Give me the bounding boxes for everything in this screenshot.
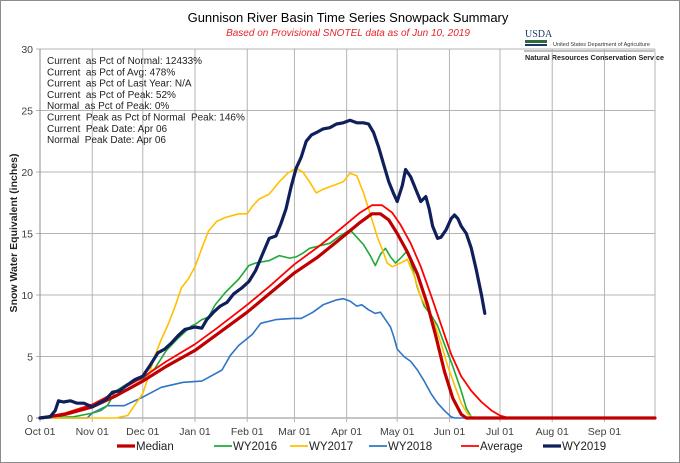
legend: Median WY2016 WY2017 WY2018 Average WY2019 bbox=[117, 441, 606, 453]
x-tick-label: Jan 01 bbox=[179, 426, 211, 438]
x-tick-label: Aug 01 bbox=[536, 426, 569, 438]
y-tick-label: 5 bbox=[27, 352, 33, 364]
info-annotations: Current as Pct of Normal: 12433%Current … bbox=[47, 56, 245, 146]
info-annotation-line: Current as Pct of Avg: 478% bbox=[47, 67, 175, 78]
x-tick-label: Mar 01 bbox=[278, 426, 311, 438]
nrcs-service-name: Natural Resources Conservation Service bbox=[525, 53, 664, 62]
info-annotation-line: Current as Pct of Last Year: N/A bbox=[47, 79, 192, 90]
y-tick-label: 30 bbox=[21, 44, 33, 56]
info-annotation-line: Normal as Pct of Peak: 0% bbox=[47, 101, 169, 112]
x-tick-label: Oct 01 bbox=[25, 426, 56, 438]
y-axis-ticks: 0 5 10 15 20 25 30 bbox=[21, 44, 33, 425]
y-tick-label: 0 bbox=[27, 413, 33, 425]
usda-logo-field-mark bbox=[525, 40, 547, 43]
series-lines bbox=[38, 118, 657, 420]
info-annotation-line: Current as Pct of Peak: 52% bbox=[47, 90, 176, 101]
series-line-average bbox=[39, 204, 656, 419]
series-line-wy2018 bbox=[39, 297, 656, 419]
x-tick-label: Jun 01 bbox=[434, 426, 466, 438]
y-tick-label: 20 bbox=[21, 167, 33, 179]
y-tick-label: 15 bbox=[21, 229, 33, 241]
legend-label-average: Average bbox=[480, 441, 523, 453]
legend-label-wy2017: WY2017 bbox=[309, 441, 353, 453]
series-line-median bbox=[38, 212, 657, 420]
x-tick-label: Feb 01 bbox=[231, 426, 264, 438]
legend-label-median: Median bbox=[136, 441, 174, 453]
legend-label-wy2016: WY2016 bbox=[233, 441, 277, 453]
x-tick-label: Dec 01 bbox=[126, 426, 159, 438]
plot-grid bbox=[36, 48, 656, 422]
usda-department-name: United States Department of Agriculture bbox=[553, 42, 650, 48]
info-annotation-line: Current Peak as Pct of Normal Peak: 146% bbox=[47, 113, 245, 124]
x-tick-label: Sep 01 bbox=[588, 426, 621, 438]
x-tick-label: May 01 bbox=[380, 426, 415, 438]
legend-label-wy2018: WY2018 bbox=[388, 441, 432, 453]
chart-title: Gunnison River Basin Time Series Snowpac… bbox=[188, 10, 509, 25]
info-annotation-line: Normal Peak Date: Apr 06 bbox=[47, 135, 166, 146]
legend-label-wy2019: WY2019 bbox=[562, 441, 606, 453]
usda-logo-field-mark-lower bbox=[525, 44, 547, 46]
usda-logo: USDA United States Department of Agricul… bbox=[524, 29, 664, 62]
x-tick-label: Apr 01 bbox=[331, 426, 362, 438]
info-annotation-line: Current Peak Date: Apr 06 bbox=[47, 124, 168, 135]
info-annotation-line: Current as Pct of Normal: 12433% bbox=[47, 56, 202, 67]
x-tick-label: Nov 01 bbox=[76, 426, 109, 438]
usda-logo-text: USDA bbox=[525, 29, 553, 40]
series-line-wy2016 bbox=[39, 229, 656, 419]
x-axis-ticks: Oct 01 Nov 01 Dec 01 Jan 01 Feb 01 Mar 01 Apr … bbox=[25, 426, 622, 438]
series-line-wy2017 bbox=[39, 167, 656, 419]
series-line-wy2019 bbox=[38, 118, 487, 420]
y-tick-label: 10 bbox=[21, 290, 33, 302]
y-axis-label: Snow Water Equivalent (inches) bbox=[8, 154, 20, 313]
chart-subtitle: Based on Provisional SNOTEL data as of J… bbox=[226, 28, 470, 39]
y-tick-label: 25 bbox=[21, 106, 33, 118]
x-tick-label: Jul 01 bbox=[486, 426, 514, 438]
